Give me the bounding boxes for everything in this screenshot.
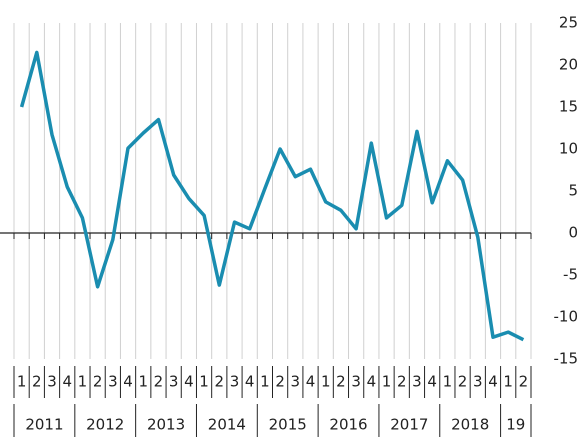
- y-tick-label: 25: [559, 14, 578, 32]
- x-tick-label: 2: [154, 373, 164, 391]
- x-tick-label: 3: [230, 373, 240, 391]
- x-tick-label: 2: [519, 373, 529, 391]
- x-tick-label: 4: [306, 373, 316, 391]
- y-tick-label: 5: [568, 182, 578, 200]
- x-tick-label: 1: [503, 373, 513, 391]
- year-label: 19: [506, 416, 525, 434]
- x-tick-label: 2: [397, 373, 407, 391]
- data-line: [19, 50, 525, 342]
- x-tick-label: 2: [458, 373, 468, 391]
- year-label: 2018: [451, 416, 489, 434]
- x-tick-label: 3: [47, 373, 57, 391]
- x-tick-label: 2: [32, 373, 42, 391]
- x-tick-label: 4: [62, 373, 72, 391]
- x-tick-label: 3: [412, 373, 422, 391]
- year-label: 2012: [86, 416, 124, 434]
- year-label: 2017: [390, 416, 428, 434]
- year-label: 2015: [269, 416, 307, 434]
- x-tick-label: 2: [275, 373, 285, 391]
- x-tick-label: 1: [443, 373, 453, 391]
- x-tick-label: 1: [199, 373, 209, 391]
- x-tick-label: 3: [108, 373, 118, 391]
- x-tick-label: 4: [367, 373, 377, 391]
- x-tick-label: 1: [321, 373, 331, 391]
- y-tick-label: 10: [559, 140, 578, 158]
- year-label: 2013: [147, 416, 185, 434]
- year-label: 2011: [25, 416, 63, 434]
- x-tick-label: 3: [169, 373, 179, 391]
- y-tick-label: 0: [568, 224, 578, 242]
- y-tick-label: 15: [559, 98, 578, 116]
- x-tick-label: 4: [184, 373, 194, 391]
- x-tick-label: 1: [78, 373, 88, 391]
- x-tick-label: 1: [382, 373, 392, 391]
- x-tick-label: 1: [17, 373, 27, 391]
- x-tick-label: 4: [427, 373, 437, 391]
- x-tick-label: 1: [260, 373, 270, 391]
- year-label: 2016: [329, 416, 367, 434]
- y-tick-label: -10: [554, 308, 579, 326]
- x-tick-label: 3: [291, 373, 301, 391]
- year-label: 2014: [208, 416, 246, 434]
- x-tick-label: 4: [245, 373, 255, 391]
- x-tick-label: 3: [473, 373, 483, 391]
- x-tick-label: 1: [138, 373, 148, 391]
- y-tick-label: -5: [563, 266, 578, 284]
- x-tick-label: 4: [488, 373, 498, 391]
- x-tick-label: 2: [336, 373, 346, 391]
- x-tick-label: 4: [123, 373, 133, 391]
- y-tick-label: -15: [554, 350, 579, 368]
- x-tick-label: 3: [351, 373, 361, 391]
- x-tick-label: 2: [215, 373, 225, 391]
- y-tick-label: 20: [559, 56, 578, 74]
- x-tick-label: 2: [93, 373, 103, 391]
